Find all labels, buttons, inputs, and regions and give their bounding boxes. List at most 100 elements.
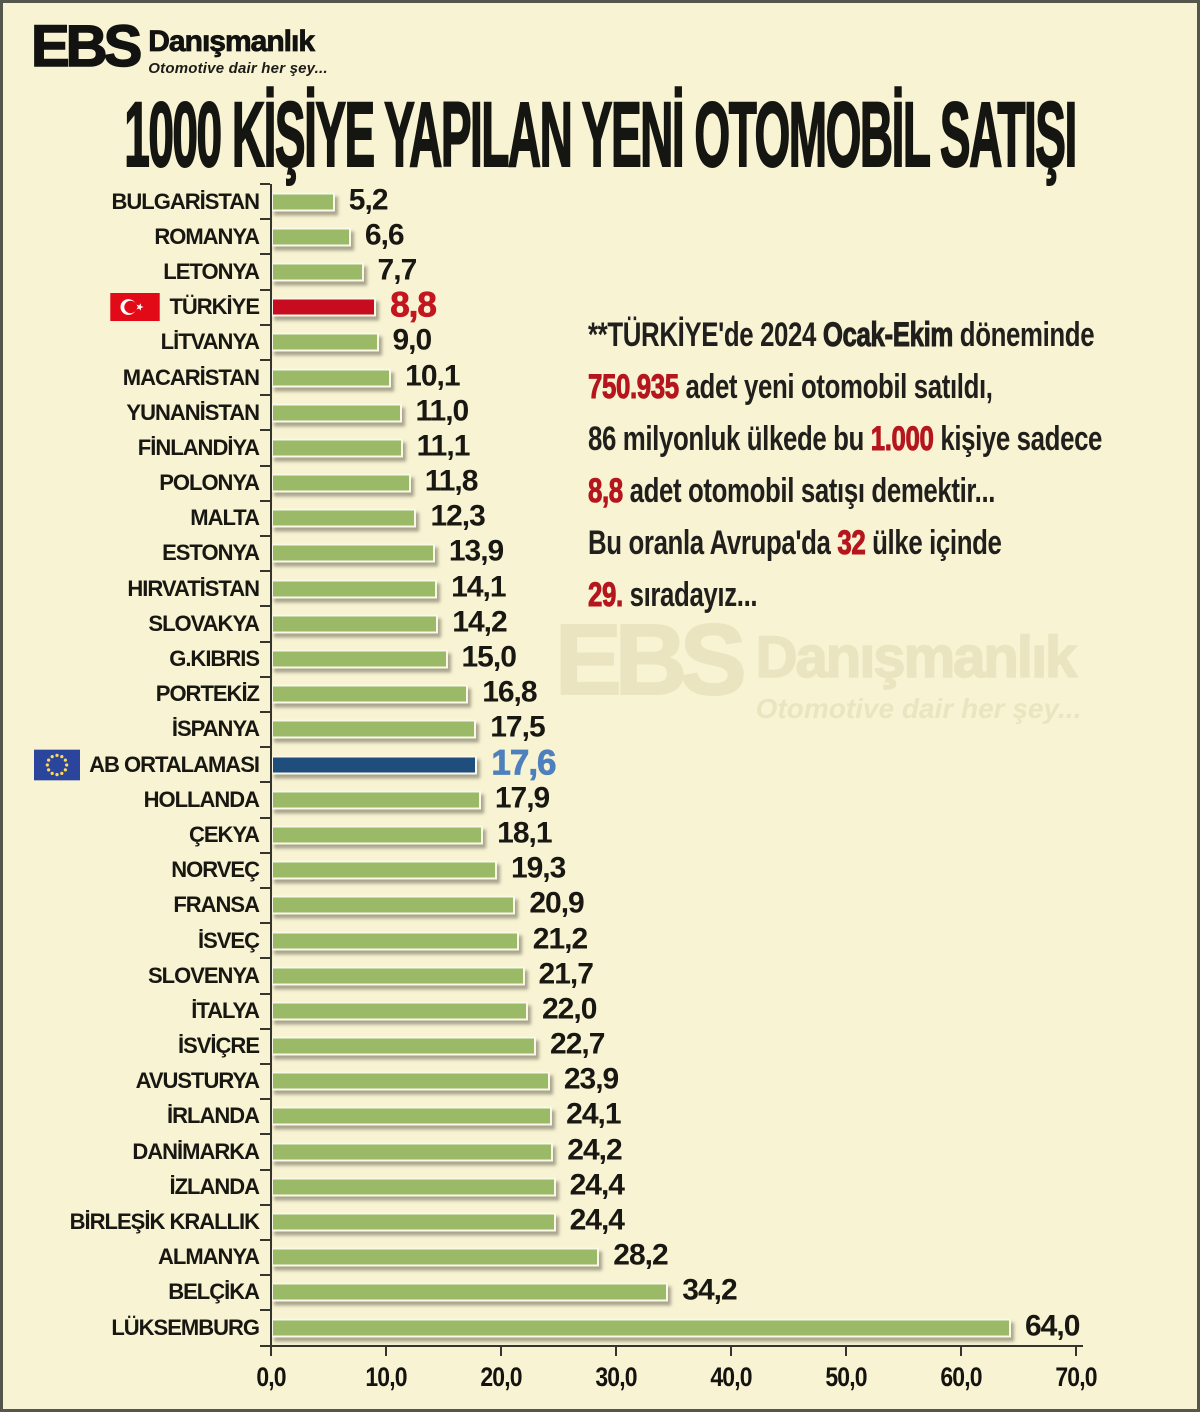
value-label: 28,2 (613, 1238, 668, 1272)
bar-row: NORVEÇ 19,3 (3, 851, 1197, 888)
bar-row: FRANSA 20,9 (3, 886, 1197, 923)
bar (271, 1106, 553, 1126)
category-label-cell: YUNANİSTAN (3, 395, 260, 430)
bar (271, 192, 335, 212)
y-axis-tick (260, 922, 270, 925)
bar (271, 1177, 556, 1197)
value-label: 23,9 (563, 1062, 619, 1096)
x-axis-tick-label: 0,0 (256, 1362, 286, 1392)
category-label-cell: DANİMARKA (3, 1134, 260, 1169)
value-label: 17,6 (491, 742, 557, 783)
annotation-segment: adet otomobil satışı demektir... (622, 472, 996, 510)
annotation-highlight-number: 750.935 (588, 368, 680, 407)
y-axis-tick (260, 1133, 270, 1136)
category-label-cell: ROMANYA (3, 219, 260, 254)
x-axis-tick (845, 1347, 847, 1356)
value-label: 22,0 (542, 992, 597, 1026)
value-label: 6,6 (364, 218, 405, 252)
y-axis-tick (260, 851, 270, 854)
category-label-cell: ALMANYA (3, 1240, 260, 1275)
country-label: MACARİSTAN (122, 364, 260, 390)
annotation-highlight-number: 1.000 (870, 420, 934, 459)
bar (271, 438, 403, 458)
y-axis-tick (260, 323, 270, 326)
bar-row: MALTA 12,3 (3, 500, 1197, 536)
category-label-cell: İTALYA (3, 993, 260, 1028)
y-axis-tick (260, 887, 270, 889)
country-label: İSVİÇRE (177, 1033, 260, 1059)
x-axis-tick (1075, 1347, 1077, 1356)
bar-row: İTALYA 22,0 (3, 992, 1197, 1028)
category-label-cell: İZLANDA (3, 1169, 260, 1204)
y-axis-tick (260, 1239, 270, 1241)
country-label: TÜRKİYE (169, 294, 260, 320)
value-label: 13,9 (448, 535, 504, 569)
x-axis-line (261, 1345, 1083, 1347)
annotation-segment: sıradayız... (622, 576, 758, 614)
x-axis-tick (270, 1347, 272, 1356)
category-label-cell: FİNLANDİYA (3, 430, 260, 465)
bar (271, 297, 377, 317)
eu-flag-icon (34, 749, 81, 780)
annotation-line: 29. sıradayız... (588, 569, 1166, 621)
y-axis-tick (260, 429, 270, 432)
chart-title: 1000 KİŞİYE YAPILAN YENİ OTOMOBİL SATIŞI (124, 84, 1078, 186)
country-label: NORVEÇ (171, 857, 260, 883)
bar (271, 403, 402, 423)
value-label: 20,9 (529, 886, 584, 920)
bar-rows: BULGARİSTAN 5,2 ROMANYA 6,6 LETONYA 7,7 (3, 183, 1197, 1345)
country-label: ALMANYA (158, 1244, 260, 1270)
value-label: 14,2 (452, 605, 507, 639)
annotation-line: **TÜRKİYE'de 2024 Ocak-Ekim döneminde (588, 309, 1166, 361)
bar-row: SLOVAKYA 14,2 (3, 605, 1197, 641)
value-label: 8,8 (390, 285, 437, 325)
x-axis-tick (960, 1347, 962, 1356)
bar-row: İRLANDA 24,1 (3, 1098, 1197, 1134)
bar-row: DANİMARKA 24,2 (3, 1133, 1197, 1169)
value-label: 10,1 (405, 359, 460, 393)
country-label: ÇEKYA (189, 821, 260, 847)
logo-company-name: Danışmanlık (148, 25, 316, 58)
bar (271, 614, 439, 634)
bar-row: LİTVANYA 9,0 (3, 323, 1197, 360)
value-label: 9,0 (392, 323, 433, 357)
value-label: 19,3 (510, 851, 566, 885)
bar-row: ÇEKYA 18,1 (3, 817, 1197, 852)
bar-row: HOLLANDA 17,9 (3, 781, 1197, 817)
value-label: 24,2 (567, 1133, 622, 1167)
x-axis-tick-label: 70,0 (1055, 1362, 1097, 1392)
category-label-cell: SLOVENYA (3, 958, 260, 993)
bar (271, 1318, 1011, 1338)
category-label-cell: SLOVAKYA (3, 606, 260, 641)
y-axis-tick (260, 183, 270, 185)
annotation-segment: adet yeni otomobil satıldı, (678, 368, 993, 406)
value-label: 14,1 (451, 570, 506, 604)
bar-row: MACARİSTAN 10,1 (3, 359, 1197, 395)
country-label: ROMANYA (154, 223, 260, 249)
bar-row: POLONYA 11,8 (3, 465, 1197, 501)
country-label: LETONYA (163, 258, 260, 284)
y-axis-tick (260, 1168, 270, 1171)
logo-wordmark: EBS (30, 14, 143, 79)
country-label: SLOVAKYA (148, 610, 260, 636)
x-axis-tick-label: 10,0 (365, 1362, 407, 1392)
y-axis-tick (260, 816, 270, 819)
bar-row: İSVİÇRE 22,7 (3, 1028, 1197, 1064)
turkey-flag-icon (110, 293, 161, 322)
x-axis-tick-label: 60,0 (940, 1362, 982, 1392)
bar-row: TÜRKİYE 8,8 (3, 285, 1197, 325)
bar (271, 931, 519, 951)
annotation-segment: **TÜRKİYE'de 2024 (588, 316, 823, 354)
bar (271, 1282, 669, 1302)
y-axis-tick (260, 1344, 270, 1347)
category-label-cell: HOLLANDA (3, 782, 260, 817)
bar-row: BİRLEŞİK KRALLIK 24,4 (3, 1204, 1197, 1239)
ebs-logo: EBS Danışmanlık Otomotive dair her şey..… (30, 14, 328, 79)
country-label: LİTVANYA (160, 329, 260, 355)
value-label: 11,1 (416, 429, 471, 463)
country-label: AB ORTALAMASI (89, 751, 260, 777)
x-axis-tick-label: 50,0 (825, 1362, 867, 1392)
category-label-cell: LETONYA (3, 254, 260, 289)
category-label-cell: İSVEÇ (3, 923, 260, 958)
country-label: FRANSA (173, 892, 260, 918)
